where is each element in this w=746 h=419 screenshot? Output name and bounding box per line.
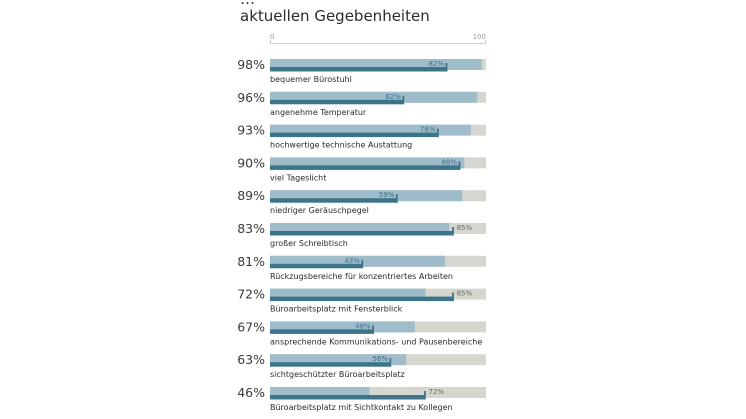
- satisfaction-value: 48%: [355, 322, 371, 330]
- category-label: Büroarbeitsplatz mit Fensterblick: [270, 305, 403, 314]
- category-label: niedriger Geräuschpegel: [270, 206, 369, 215]
- satisfaction-marker: [436, 128, 439, 138]
- satisfaction-bar: [270, 165, 461, 170]
- chart-title-line-1: …: [240, 0, 430, 8]
- chart-title: … aktuellen Gegebenheiten: [240, 0, 430, 25]
- satisfaction-value: 85%: [457, 290, 473, 298]
- importance-bar: [270, 190, 463, 202]
- importance-value: 67%: [237, 319, 265, 334]
- importance-bar: [270, 255, 445, 267]
- importance-value: 90%: [237, 155, 265, 170]
- satisfaction-value: 62%: [385, 93, 401, 101]
- category-label: angenehme Temperatur: [270, 108, 367, 117]
- importance-bar: [270, 157, 465, 169]
- chart-row: 46% 72% Büroarbeitsplatz mit Sichtkontakt …: [237, 385, 486, 412]
- satisfaction-bar: [270, 231, 454, 236]
- satisfaction-bar: [270, 198, 398, 203]
- satisfaction-bar: [270, 329, 374, 334]
- importance-bar: [270, 321, 415, 333]
- importance-bar: [270, 59, 482, 70]
- category-label: Rückzugsbereiche für konzentriertes Arbe…: [270, 272, 453, 281]
- importance-value: 89%: [237, 188, 265, 203]
- satisfaction-value: 43%: [344, 257, 360, 265]
- importance-value: 46%: [237, 385, 265, 400]
- satisfaction-bar: [270, 67, 448, 72]
- satisfaction-marker: [395, 194, 398, 203]
- satisfaction-marker: [361, 259, 364, 269]
- satisfaction-value: 72%: [429, 388, 445, 396]
- importance-value: 81%: [237, 254, 265, 269]
- satisfaction-marker: [452, 292, 454, 302]
- satisfaction-value: 82%: [429, 60, 445, 68]
- satisfaction-value: 78%: [420, 126, 436, 134]
- satisfaction-marker: [372, 325, 374, 334]
- category-label: ansprechende Kommunikations- und Pausenb…: [270, 337, 482, 346]
- importance-value: 93%: [237, 123, 265, 138]
- satisfaction-bar: [270, 362, 391, 367]
- importance-value: 83%: [237, 221, 265, 236]
- chart-row: 96% 62% angenehme Temperatur: [237, 90, 486, 117]
- importance-bar: [270, 387, 370, 398]
- satisfaction-bar: [270, 132, 439, 138]
- importance-bar: [270, 223, 450, 234]
- importance-value: 98%: [237, 57, 265, 72]
- chart-title-line-2: aktuellen Gegebenheiten: [240, 7, 430, 25]
- category-label: Büroarbeitsplatz mit Sichtkontakt zu Kol…: [270, 403, 453, 412]
- satisfaction-marker: [458, 161, 461, 170]
- importance-bar: [270, 288, 426, 300]
- satisfaction-bar: [270, 395, 426, 400]
- satisfaction-marker: [452, 227, 454, 236]
- satisfaction-marker: [424, 391, 426, 400]
- chart-row: 98% 82% bequemer Bürostuhl: [237, 57, 486, 84]
- satisfaction-marker: [445, 63, 448, 72]
- satisfaction-bar: [270, 99, 404, 105]
- satisfaction-marker: [402, 95, 405, 105]
- importance-value: 96%: [237, 90, 265, 105]
- satisfaction-marker: [389, 358, 392, 367]
- category-label: großer Schreibtisch: [270, 239, 348, 248]
- chart-row: 63% 56% sichtgeschützter Büroarbeitsplatz: [237, 352, 486, 379]
- importance-value: 63%: [237, 352, 265, 367]
- chart-row: 72% 85% Büroarbeitsplatz mit Fensterblick: [237, 287, 486, 314]
- importance-bar: [270, 124, 471, 136]
- satisfaction-value: 59%: [379, 191, 395, 199]
- importance-bar: [270, 354, 407, 366]
- importance-value: 72%: [237, 287, 265, 302]
- chart-row: 89% 59% niedriger Geräuschpegel: [237, 188, 486, 215]
- chart-row: 93% 78% hochwertige technische Austattung: [237, 123, 486, 150]
- satisfaction-bar: [270, 263, 363, 269]
- satisfaction-value: 88%: [442, 158, 458, 166]
- category-label: sichtgeschützter Büroarbeitsplatz: [270, 370, 405, 379]
- importance-bar: [270, 91, 478, 103]
- category-label: hochwertige technische Austattung: [270, 141, 412, 150]
- category-label: viel Tageslicht: [270, 173, 326, 182]
- chart-row: 81% 43% Rückzugsbereiche für konzentrierte…: [237, 254, 486, 281]
- satisfaction-value: 56%: [372, 355, 388, 363]
- satisfaction-bar: [270, 296, 454, 302]
- chart-row: 90% 88% viel Tageslicht: [237, 155, 486, 182]
- chart-row: 67% 48% ansprechende Kommunikations- und P…: [237, 319, 486, 346]
- chart-row: 83% 85% großer Schreibtisch: [237, 221, 486, 248]
- bar-track: [270, 387, 486, 398]
- category-label: bequemer Bürostuhl: [270, 75, 352, 84]
- satisfaction-value: 85%: [457, 224, 473, 232]
- axis-tick-label: 0: [270, 33, 274, 41]
- axis-tick-label: 100: [473, 33, 486, 41]
